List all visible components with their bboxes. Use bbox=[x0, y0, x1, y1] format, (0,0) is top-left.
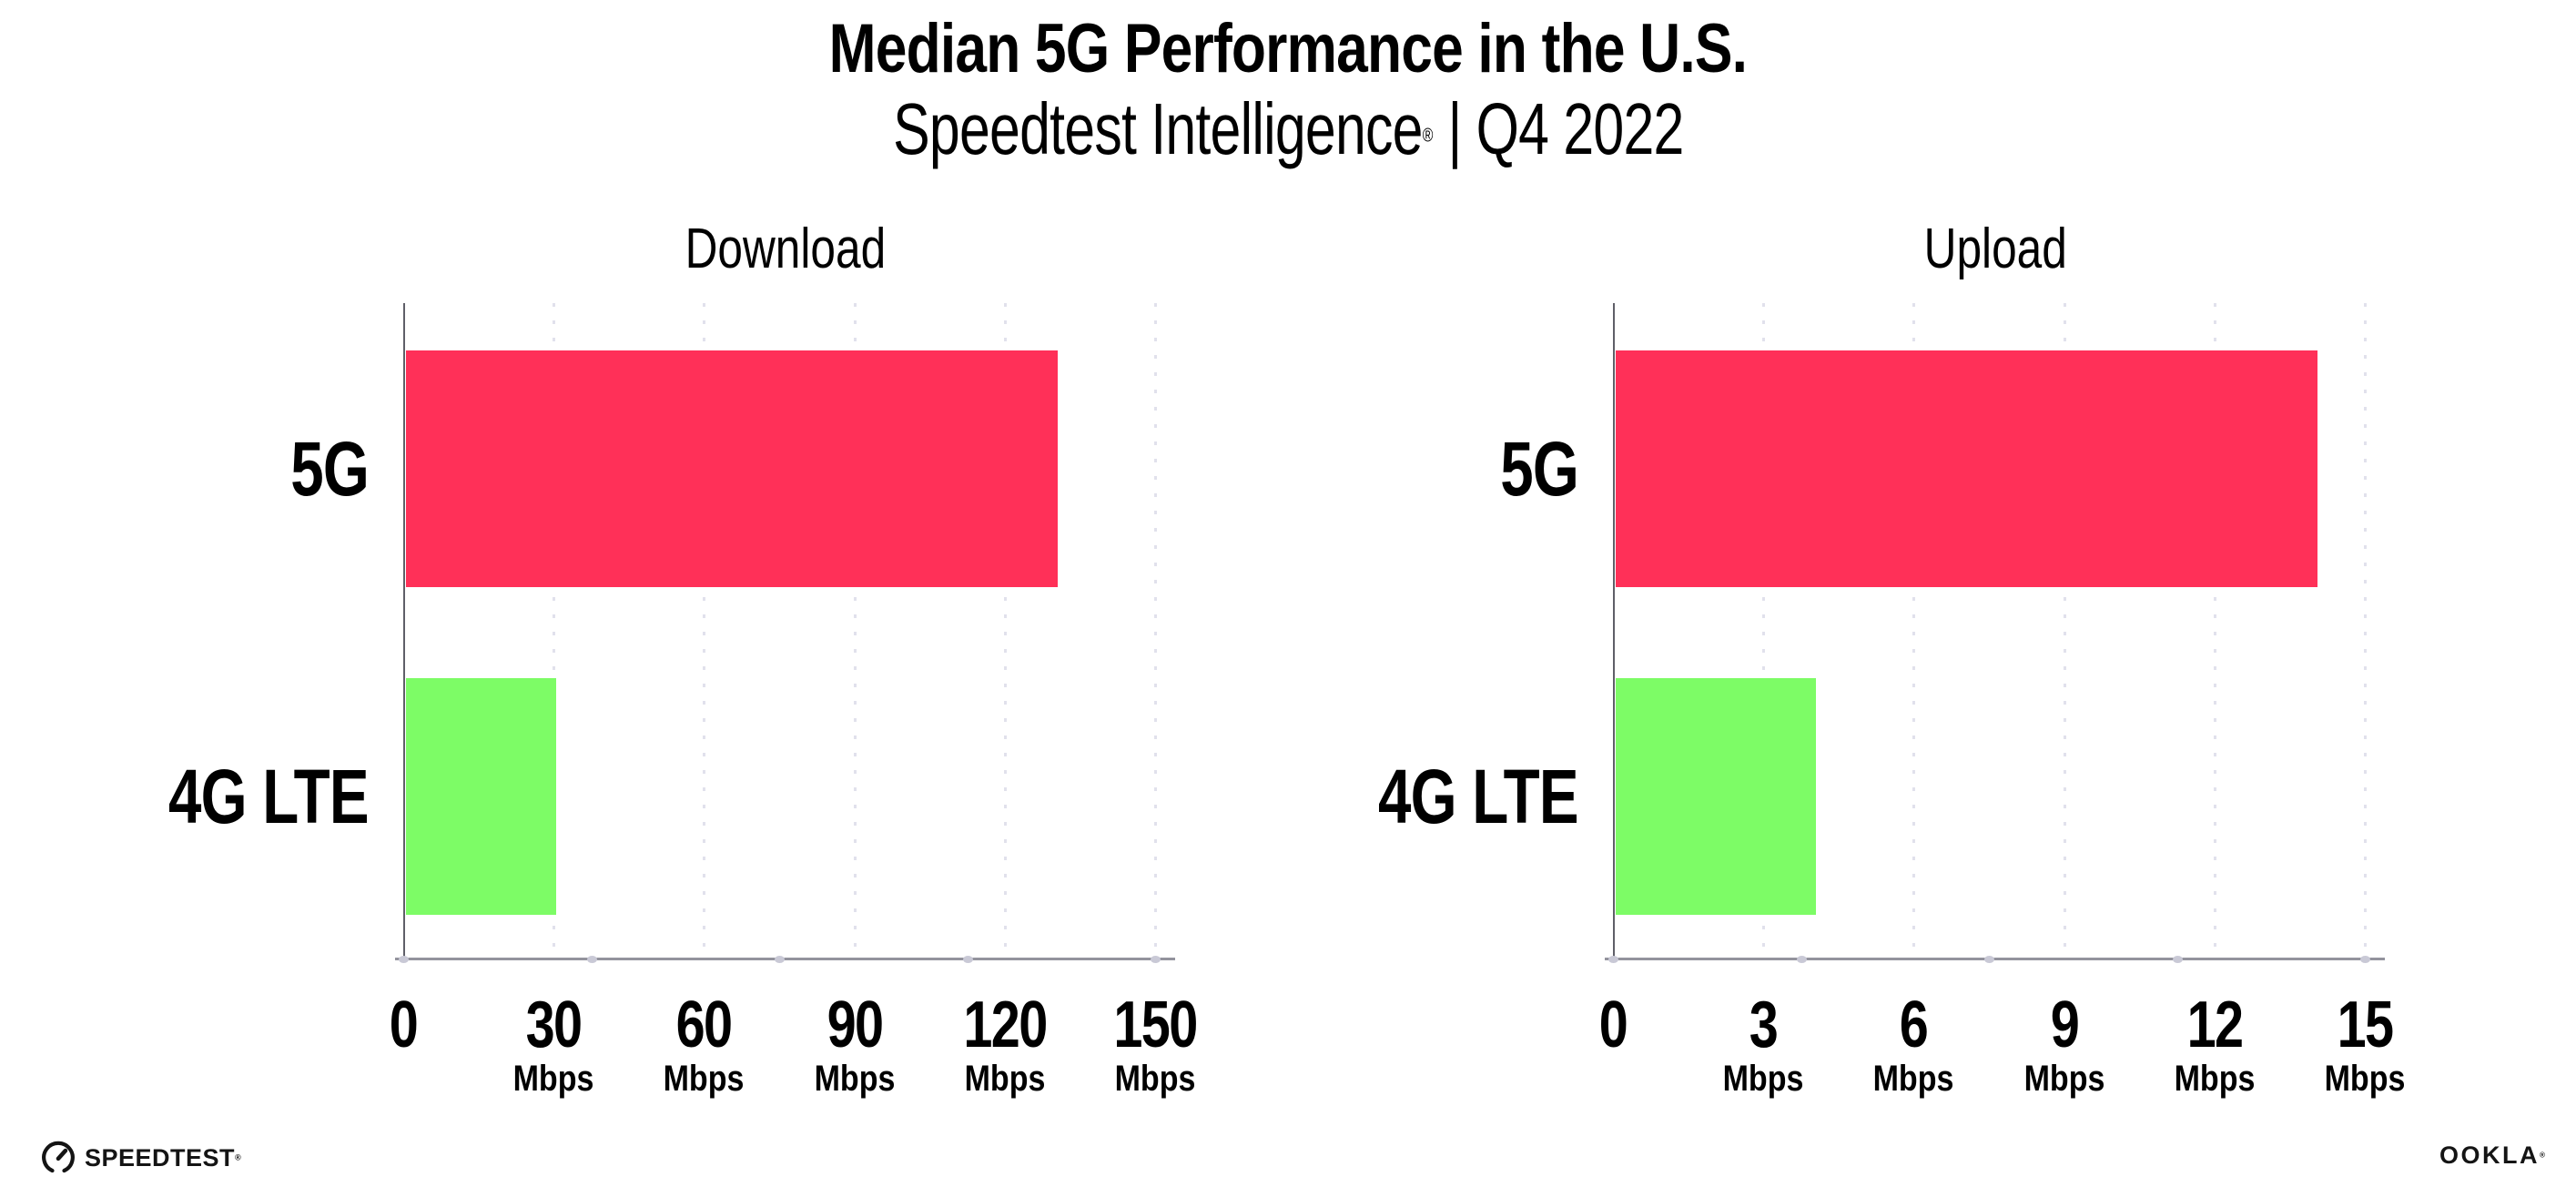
gridline-6 bbox=[1912, 303, 1916, 959]
page-subtitle: Speedtest Intelligence® | Q4 2022 bbox=[0, 89, 2576, 169]
x-tick-unit-3: Mbps bbox=[1722, 1059, 1804, 1099]
y-axis-line bbox=[1613, 303, 1615, 959]
axis-tick-dot bbox=[1608, 956, 1618, 963]
bar-5g bbox=[406, 350, 1058, 587]
speedtest-wordmark: SPEEDTEST® bbox=[85, 1143, 242, 1172]
x-tick-label-30: 30 bbox=[525, 989, 583, 1061]
gridline-30 bbox=[553, 303, 556, 959]
bar-5g bbox=[1616, 350, 2317, 587]
gridline-60 bbox=[703, 303, 706, 959]
page-subtitle-text: Speedtest Intelligence® | Q4 2022 bbox=[892, 88, 1684, 169]
download-chart-title-text: Download bbox=[685, 218, 887, 280]
gridline-90 bbox=[853, 303, 857, 959]
category-label-text: 4G LTE bbox=[1378, 754, 1579, 839]
upload-plot-area bbox=[1605, 303, 2385, 963]
x-tick-unit-12: Mbps bbox=[2174, 1059, 2256, 1099]
x-tick-label-150: 150 bbox=[1113, 989, 1198, 1061]
subtitle-period: | Q4 2022 bbox=[1432, 88, 1684, 169]
gridline-12 bbox=[2213, 303, 2216, 959]
axis-tick-dot bbox=[1984, 956, 1994, 963]
speedtest-wordmark-text: SPEEDTEST bbox=[85, 1143, 236, 1172]
ookla-logo: OOKLA® bbox=[2439, 1143, 2545, 1168]
x-tick-label-3: 3 bbox=[1749, 989, 1779, 1061]
axis-tick-dot bbox=[1796, 956, 1807, 963]
axis-tick-dot bbox=[775, 956, 785, 963]
x-tick-label-0: 0 bbox=[389, 989, 419, 1061]
registered-mark: ® bbox=[1422, 125, 1433, 147]
bar-4g-lte bbox=[406, 678, 557, 915]
x-tick-unit-9: Mbps bbox=[2023, 1059, 2104, 1099]
y-axis-line bbox=[403, 303, 405, 959]
subtitle-brand: Speedtest Intelligence bbox=[892, 88, 1423, 169]
gridline-3 bbox=[1762, 303, 1766, 959]
category-label-4g-lte: 4G LTE bbox=[1285, 754, 1579, 839]
gridline-15 bbox=[2364, 303, 2367, 959]
upload-chart-title-text: Upload bbox=[1923, 218, 2067, 280]
x-tick-label-0: 0 bbox=[1598, 989, 1628, 1061]
x-tick-label-120: 120 bbox=[963, 989, 1048, 1061]
download-plot-area bbox=[395, 303, 1175, 963]
x-tick-label-15: 15 bbox=[2337, 989, 2394, 1061]
category-label-text: 4G LTE bbox=[168, 754, 370, 839]
x-tick-unit-90: Mbps bbox=[814, 1059, 895, 1099]
x-tick-label-90: 90 bbox=[827, 989, 883, 1061]
download-chart: Download 0 30 Mbps 60 Mbps 90 Mbps 120 Mbps 150 Mb… bbox=[76, 218, 1213, 1138]
download-chart-title: Download bbox=[403, 218, 1168, 280]
category-label-5g: 5G bbox=[76, 426, 370, 512]
category-label-5g: 5G bbox=[1285, 426, 1579, 512]
category-label-text: 5G bbox=[1500, 426, 1579, 512]
x-tick-unit-6: Mbps bbox=[1873, 1059, 1954, 1099]
speedtest-registered-mark: ® bbox=[235, 1152, 242, 1162]
bar-4g-lte bbox=[1616, 678, 1817, 915]
x-tick-unit-30: Mbps bbox=[512, 1059, 594, 1099]
x-axis-line bbox=[1605, 958, 2385, 960]
gridline-120 bbox=[1003, 303, 1007, 959]
x-tick-label-12: 12 bbox=[2186, 989, 2243, 1061]
x-axis-line bbox=[395, 958, 1175, 960]
x-tick-label-6: 6 bbox=[1900, 989, 1929, 1061]
x-tick-label-9: 9 bbox=[2050, 989, 2079, 1061]
axis-tick-dot bbox=[962, 956, 973, 963]
ookla-wordmark-text: OOKLA bbox=[2439, 1141, 2541, 1169]
axis-tick-dot bbox=[1151, 956, 1161, 963]
x-tick-unit-15: Mbps bbox=[2324, 1059, 2406, 1099]
x-tick-unit-60: Mbps bbox=[664, 1059, 745, 1099]
speedtest-logo: SPEEDTEST® bbox=[40, 1140, 241, 1176]
axis-tick-dot bbox=[2172, 956, 2183, 963]
speedtest-gauge-icon bbox=[42, 1141, 75, 1173]
page-title: Median 5G Performance in the U.S. bbox=[0, 11, 2576, 87]
x-tick-unit-150: Mbps bbox=[1114, 1059, 1196, 1099]
axis-tick-dot bbox=[399, 956, 409, 963]
gridline-9 bbox=[2063, 303, 2066, 959]
x-tick-label-60: 60 bbox=[675, 989, 733, 1061]
x-tick-unit-120: Mbps bbox=[964, 1059, 1046, 1099]
axis-tick-dot bbox=[2360, 956, 2370, 963]
category-label-text: 5G bbox=[290, 426, 370, 512]
gridline-150 bbox=[1154, 303, 1157, 959]
ookla-registered-mark: ® bbox=[2540, 1151, 2545, 1160]
upload-chart-title: Upload bbox=[1613, 218, 2378, 280]
axis-tick-dot bbox=[586, 956, 597, 963]
category-label-4g-lte: 4G LTE bbox=[76, 754, 370, 839]
page-title-text: Median 5G Performance in the U.S. bbox=[828, 10, 1748, 87]
upload-chart: Upload 0 3 Mbps 6 Mbps 9 Mbps 12 Mbps 15 Mbps 5G 4G … bbox=[1285, 218, 2423, 1138]
